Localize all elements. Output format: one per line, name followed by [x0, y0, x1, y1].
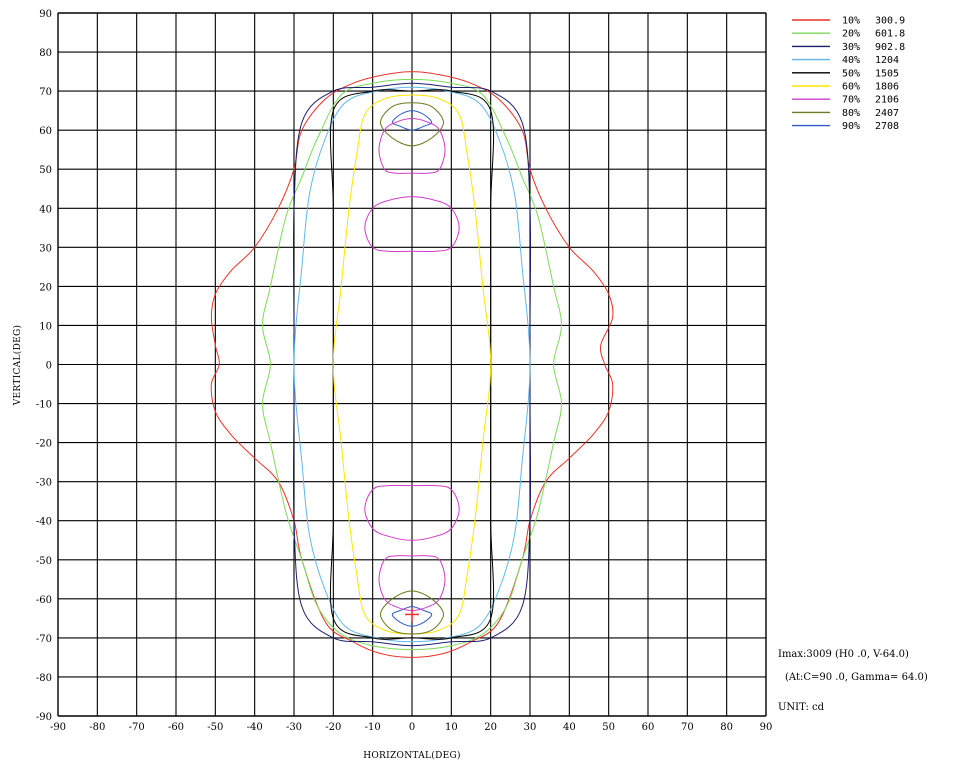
legend-value: 601.8 — [875, 29, 905, 40]
x-tick-label: -10 — [365, 722, 381, 733]
contour-70pct — [364, 196, 460, 253]
y-tick-label: 0 — [46, 361, 52, 372]
x-tick-label: 50 — [602, 722, 615, 733]
y-tick-label: -40 — [36, 517, 52, 528]
contour-70pct-top — [378, 117, 446, 174]
legend-value: 1806 — [875, 82, 899, 93]
y-tick-label: 50 — [39, 165, 52, 176]
y-tick-label: -20 — [36, 439, 52, 450]
legend-value: 2407 — [875, 108, 899, 119]
x-tick-label: 30 — [524, 722, 537, 733]
max-intensity-marker — [405, 607, 419, 622]
y-tick-label: -30 — [36, 478, 52, 489]
x-tick-label: 0 — [409, 722, 415, 733]
legend-percent: 10% — [842, 16, 860, 27]
x-tick-label: 90 — [760, 722, 773, 733]
unit-label: UNIT: cd — [778, 702, 825, 713]
y-tick-label: 40 — [39, 204, 52, 215]
legend-value: 1505 — [875, 68, 899, 79]
contour-40pct — [293, 86, 531, 643]
x-tick-label: -80 — [89, 722, 105, 733]
y-tick-label: 10 — [39, 321, 52, 332]
y-tick-label: -80 — [36, 673, 52, 684]
contour-80pct — [379, 102, 445, 147]
y-tick-label: 80 — [39, 48, 52, 59]
x-tick-label: -30 — [286, 722, 302, 733]
x-tick-label: 40 — [563, 722, 576, 733]
y-tick-label: 30 — [39, 243, 52, 254]
legend-value: 1204 — [875, 55, 899, 66]
x-tick-label: -40 — [247, 722, 263, 733]
contour-30pct — [292, 82, 532, 647]
contour-70pct-bottom — [378, 555, 446, 612]
legend-percent: 60% — [842, 82, 860, 93]
x-tick-label: -50 — [207, 722, 223, 733]
legend-value: 300.9 — [875, 16, 905, 27]
legend-percent: 90% — [842, 121, 860, 132]
y-tick-label: 60 — [39, 126, 52, 137]
x-tick-label: 70 — [681, 722, 694, 733]
y-tick-label: 70 — [39, 87, 52, 98]
legend: 10% 300.9 20% 601.8 30% 902.8 40% 1204 50% 1505 60… — [792, 16, 905, 132]
y-tick-label: -90 — [36, 712, 52, 723]
contour-20pct — [261, 78, 563, 651]
x-axis-title: HORIZONTAL(DEG) — [363, 750, 461, 761]
x-tick-label: 80 — [720, 722, 733, 733]
imax-readout: Imax:3009 (H0 .0, V-64.0) — [778, 649, 909, 660]
y-tick-label: -50 — [36, 556, 52, 567]
legend-percent: 80% — [842, 108, 860, 119]
y-tick-label: -60 — [36, 595, 52, 606]
x-tick-label: 60 — [642, 722, 655, 733]
contour-curves — [210, 71, 614, 658]
contour-70pct-lower — [364, 484, 460, 541]
legend-value: 902.8 — [875, 42, 905, 53]
y-tick-label: 20 — [39, 282, 52, 293]
y-axis-title: VERTICAL(DEG) — [12, 325, 23, 407]
legend-percent: 50% — [842, 68, 860, 79]
contour-80pct-lower — [379, 590, 445, 635]
contour-90pct-lower — [391, 606, 433, 627]
at-readout: (At:C=90 .0, Gamma= 64.0) — [785, 672, 928, 683]
y-tick-label: -10 — [36, 400, 52, 411]
x-tick-label: -70 — [129, 722, 145, 733]
x-tick-label: -90 — [50, 722, 66, 733]
x-tick-label: -20 — [325, 722, 341, 733]
x-tick-label: 10 — [445, 722, 458, 733]
y-tick-label: -70 — [36, 634, 52, 645]
legend-percent: 30% — [842, 42, 860, 53]
legend-percent: 40% — [842, 55, 860, 66]
legend-percent: 20% — [842, 29, 860, 40]
contour-10pct — [210, 71, 614, 658]
legend-percent: 70% — [842, 95, 860, 106]
legend-value: 2708 — [875, 121, 899, 132]
contour-90pct — [391, 110, 433, 131]
x-tick-label: -60 — [168, 722, 184, 733]
legend-value: 2106 — [875, 95, 899, 106]
tick-labels: -90 -80 -70 -60 -50 -40 -30 -20 -10 0 10 20 30 40 50 60… — [36, 9, 772, 733]
contour-50pct — [329, 89, 495, 640]
x-tick-label: 20 — [484, 722, 497, 733]
y-tick-label: 90 — [39, 9, 52, 20]
